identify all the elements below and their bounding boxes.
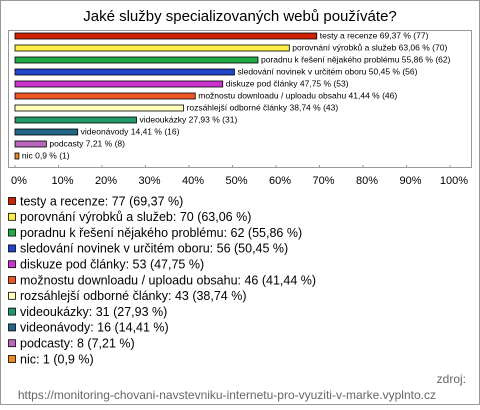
legend-swatch bbox=[8, 339, 16, 348]
bar bbox=[14, 128, 79, 136]
legend-label: rozsáhlejší odborné články: 43 (38,74 %) bbox=[20, 289, 247, 303]
value-label: poradnu k řešení nějakého problému 55,86… bbox=[261, 54, 451, 64]
legend-swatch bbox=[8, 197, 16, 205]
bar bbox=[14, 80, 224, 88]
x-tick-label: 70% bbox=[312, 175, 334, 187]
value-label: testy a recenze 69,37 % (77) bbox=[320, 30, 429, 40]
value-label: porovnání výrobků a služeb 63,06 % (70) bbox=[292, 42, 447, 52]
x-tick-label: 60% bbox=[269, 175, 291, 187]
x-tick-label: 10% bbox=[51, 175, 73, 187]
legend-swatch bbox=[8, 291, 16, 300]
x-tick-label: 80% bbox=[356, 175, 378, 187]
source-url: https://monitoring-chovani-navstevniku-i… bbox=[18, 388, 436, 402]
value-label: nic 0,9 % (1) bbox=[22, 150, 70, 160]
x-tick-label: 0% bbox=[11, 175, 27, 187]
bar bbox=[14, 152, 20, 160]
legend-swatch bbox=[8, 244, 16, 253]
value-label: podcasty 7,21 % (8) bbox=[49, 138, 125, 148]
legend-label: videonávody: 16 (14,41 %) bbox=[20, 321, 169, 335]
legend-label: nic: 1 (0,9 %) bbox=[20, 352, 94, 366]
bar bbox=[14, 44, 290, 52]
legend-label: videoukázky: 31 (27,93 %) bbox=[20, 305, 167, 319]
x-tick-label: 30% bbox=[138, 175, 160, 187]
x-tick-label: 40% bbox=[182, 175, 204, 187]
bar bbox=[14, 56, 259, 64]
legend-swatch bbox=[8, 228, 16, 237]
bar bbox=[14, 32, 318, 40]
value-label: rozsáhlejší odborné články 38,74 % (43) bbox=[187, 102, 339, 112]
legend-swatch bbox=[8, 276, 16, 284]
legend-label: poradnu k řešení nějakého problému: 62 (… bbox=[20, 226, 302, 240]
chart-title: Jaké služby specializovaných webů použív… bbox=[83, 8, 397, 25]
bar bbox=[14, 104, 184, 112]
value-label: možnostu downloadu / uploadu obsahu 41,4… bbox=[198, 90, 397, 100]
x-tick-label: 90% bbox=[399, 175, 421, 187]
source-label: zdroj: bbox=[437, 372, 466, 386]
legend-swatch bbox=[8, 212, 16, 221]
legend-label: diskuze pod články: 53 (47,75 %) bbox=[20, 257, 204, 271]
bar bbox=[14, 92, 196, 100]
value-label: videoukázky 27,93 % (31) bbox=[139, 114, 237, 124]
legend-swatch bbox=[8, 260, 16, 269]
x-tick-label: 20% bbox=[95, 175, 117, 187]
bar bbox=[14, 140, 47, 148]
x-tick-label: 100% bbox=[440, 175, 468, 187]
bar bbox=[14, 116, 137, 124]
legend-label: možnostu downloadu / uploadu obsahu: 46 … bbox=[20, 273, 316, 287]
value-label: sledování novinek v určitém oboru 50,45 … bbox=[237, 66, 417, 76]
x-tick-label: 50% bbox=[225, 175, 247, 187]
legend-swatch bbox=[8, 323, 16, 332]
legend-label: testy a recenze: 77 (69,37 %) bbox=[20, 194, 183, 208]
value-label: videonávody 14,41 % (16) bbox=[81, 126, 180, 136]
legend-swatch bbox=[8, 355, 16, 363]
bar bbox=[14, 68, 235, 76]
legend-label: sledování novinek v určitém oboru: 56 (5… bbox=[20, 242, 288, 256]
legend-label: porovnání výrobků a služeb: 70 (63,06 %) bbox=[20, 210, 251, 224]
legend-label: podcasty: 8 (7,21 %) bbox=[20, 336, 135, 350]
legend-swatch bbox=[8, 307, 16, 316]
value-label: diskuze pod články 47,75 % (53) bbox=[226, 78, 349, 88]
